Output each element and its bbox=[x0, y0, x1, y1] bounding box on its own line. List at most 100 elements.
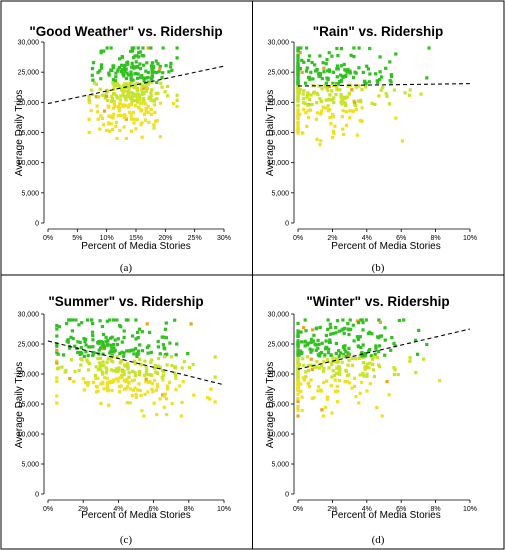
y-tick-label: 0 bbox=[285, 492, 289, 499]
data-point bbox=[149, 46, 153, 50]
data-point bbox=[136, 92, 140, 96]
data-point bbox=[296, 108, 300, 112]
data-point bbox=[135, 97, 139, 101]
data-point bbox=[208, 397, 212, 401]
data-point bbox=[175, 93, 179, 97]
data-point bbox=[147, 380, 151, 384]
data-point bbox=[140, 101, 145, 105]
data-point bbox=[335, 46, 339, 51]
data-point bbox=[55, 334, 59, 338]
data-point bbox=[334, 85, 338, 89]
data-point bbox=[364, 318, 368, 322]
data-point bbox=[330, 98, 335, 102]
data-point bbox=[140, 54, 144, 58]
x-tick-label: 2% bbox=[78, 506, 88, 513]
data-point bbox=[133, 85, 138, 89]
data-point bbox=[180, 400, 184, 404]
data-point bbox=[99, 346, 103, 350]
data-point bbox=[95, 385, 99, 389]
data-point bbox=[347, 346, 351, 350]
data-point bbox=[145, 82, 149, 86]
data-point bbox=[112, 346, 116, 350]
data-point bbox=[161, 378, 165, 382]
data-point bbox=[128, 85, 132, 89]
data-point bbox=[142, 373, 147, 377]
data-point bbox=[319, 99, 323, 103]
data-point bbox=[124, 318, 128, 322]
data-point bbox=[142, 96, 146, 101]
data-point bbox=[104, 366, 108, 370]
data-point bbox=[357, 321, 361, 325]
data-point bbox=[122, 74, 126, 78]
data-point bbox=[145, 368, 149, 372]
data-point bbox=[299, 330, 303, 334]
data-point bbox=[347, 373, 351, 377]
data-point bbox=[112, 112, 116, 116]
data-point bbox=[332, 96, 336, 100]
data-point bbox=[315, 101, 319, 105]
data-point bbox=[142, 79, 146, 83]
data-point bbox=[111, 78, 115, 82]
data-point bbox=[130, 379, 135, 383]
data-point bbox=[140, 88, 144, 92]
data-point bbox=[106, 388, 110, 392]
data-point bbox=[152, 401, 156, 405]
x-tick-label: 0% bbox=[43, 506, 53, 513]
data-point bbox=[106, 104, 110, 108]
data-point bbox=[351, 75, 356, 80]
data-point bbox=[337, 369, 341, 373]
data-point bbox=[107, 73, 111, 77]
data-point bbox=[326, 109, 330, 113]
data-point bbox=[144, 76, 148, 80]
data-point bbox=[158, 67, 162, 71]
data-point bbox=[296, 123, 300, 127]
data-point bbox=[125, 401, 129, 405]
data-point bbox=[90, 73, 94, 77]
data-point bbox=[91, 322, 95, 326]
data-point bbox=[377, 318, 381, 322]
data-point bbox=[140, 74, 144, 78]
y-tick-label: 0 bbox=[285, 221, 289, 228]
data-point bbox=[173, 318, 177, 322]
data-point bbox=[299, 340, 304, 344]
data-point bbox=[120, 70, 124, 74]
data-point bbox=[389, 73, 393, 77]
data-point bbox=[139, 101, 143, 105]
data-point bbox=[343, 74, 348, 78]
data-point bbox=[126, 93, 130, 97]
data-point bbox=[105, 319, 109, 323]
data-point bbox=[79, 350, 83, 355]
data-point bbox=[334, 341, 338, 346]
x-tick-label: 8% bbox=[431, 506, 441, 513]
x-axis-label: Percent of Media Stories bbox=[331, 241, 441, 252]
data-point bbox=[335, 384, 339, 388]
data-point bbox=[122, 329, 126, 333]
data-point bbox=[317, 84, 321, 88]
x-axis-label: Percent of Media Stories bbox=[81, 510, 191, 521]
data-point bbox=[84, 350, 88, 354]
data-point bbox=[126, 362, 130, 366]
data-point bbox=[100, 93, 104, 97]
data-point bbox=[304, 69, 309, 73]
data-point bbox=[344, 123, 349, 127]
data-point bbox=[296, 86, 300, 90]
data-point bbox=[119, 325, 123, 329]
data-point bbox=[304, 81, 308, 85]
data-point bbox=[122, 351, 126, 355]
data-point bbox=[125, 377, 129, 381]
data-point bbox=[55, 401, 59, 405]
data-point bbox=[137, 382, 141, 386]
data-point bbox=[134, 337, 138, 341]
data-point bbox=[129, 117, 134, 121]
data-point bbox=[365, 389, 369, 393]
data-point bbox=[135, 89, 139, 93]
data-point bbox=[372, 374, 376, 379]
data-point bbox=[296, 98, 300, 102]
data-point bbox=[158, 101, 163, 105]
data-point bbox=[100, 63, 104, 67]
data-point bbox=[138, 50, 142, 54]
data-point bbox=[155, 413, 159, 417]
y-tick-label: 5,000 bbox=[271, 190, 289, 197]
data-point bbox=[110, 389, 114, 393]
data-point bbox=[189, 322, 193, 326]
